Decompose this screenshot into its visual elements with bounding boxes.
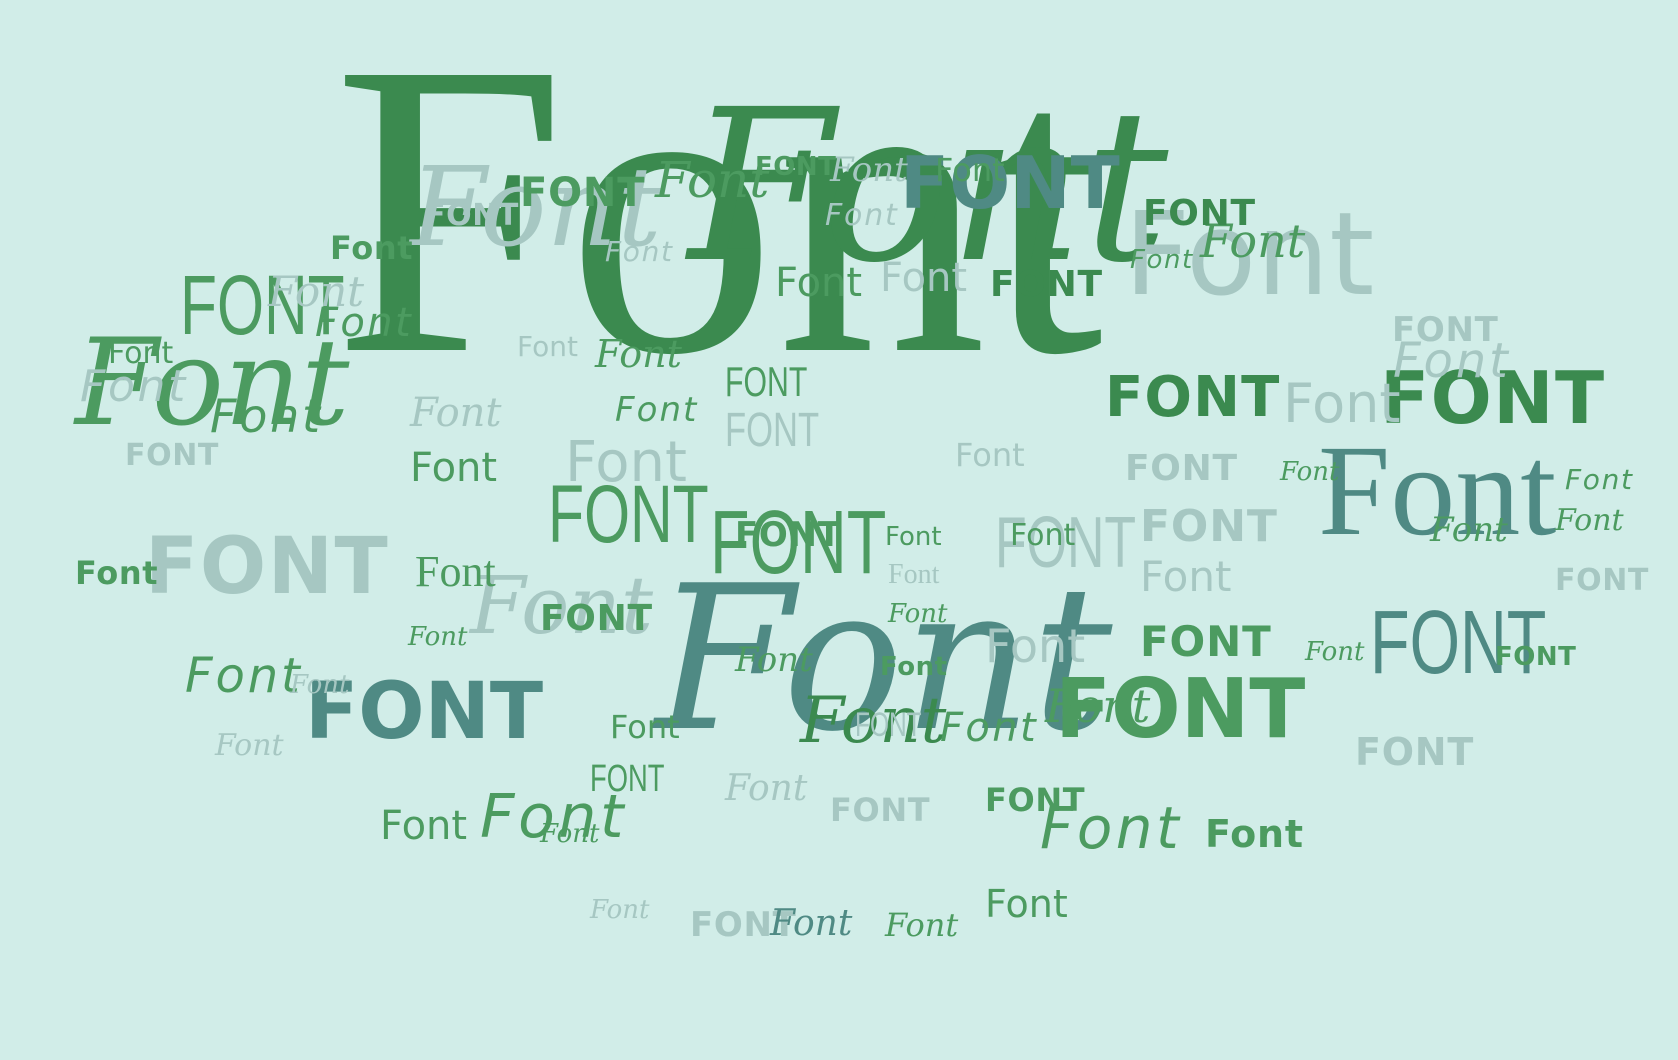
cloud-word: FONT xyxy=(425,198,519,233)
cloud-word: Font xyxy=(985,619,1086,674)
cloud-word: FONT xyxy=(1140,500,1278,552)
cloud-word: Font xyxy=(210,389,323,444)
cloud-word: Font xyxy=(830,149,908,190)
cloud-word: FONT xyxy=(590,757,665,800)
cloud-word: Font xyxy=(1555,503,1624,538)
cloud-word: Font xyxy=(880,652,948,683)
cloud-word: Font xyxy=(1205,811,1304,856)
cloud-word: Font xyxy=(517,329,578,363)
cloud-word: FONT xyxy=(830,791,931,830)
cloud-word: Font xyxy=(615,389,699,430)
cloud-word: Font xyxy=(75,314,350,453)
cloud-word: Font xyxy=(885,906,959,945)
cloud-word: Font xyxy=(185,647,303,704)
cloud-word: Font xyxy=(885,522,942,553)
cloud-word: Font xyxy=(985,881,1068,926)
cloud-word: FONT xyxy=(855,705,922,744)
cloud-word: Font xyxy=(315,300,414,346)
cloud-word: Font xyxy=(540,819,600,850)
cloud-word: Font xyxy=(410,390,502,436)
cloud-word: Font xyxy=(215,728,284,763)
cloud-word: Font xyxy=(80,360,188,412)
cloud-word: FONT xyxy=(540,598,653,640)
cloud-word: Font xyxy=(408,622,468,653)
cloud-word: Font xyxy=(333,0,1104,441)
cloud-word: Font xyxy=(605,234,674,268)
cloud-word: FONT xyxy=(735,514,842,555)
cloud-word: Font xyxy=(1124,188,1375,322)
cloud-word: FONT xyxy=(180,257,345,352)
cloud-word: Font xyxy=(1200,214,1306,269)
cloud-word: FONT xyxy=(1125,448,1238,490)
cloud-word: Font xyxy=(1393,332,1511,389)
cloud-word: Font xyxy=(1305,637,1365,668)
cloud-word: Font xyxy=(880,255,968,301)
cloud-word: Font xyxy=(1045,679,1151,734)
cloud-word: FONT xyxy=(1370,593,1547,693)
cloud-word: Font xyxy=(888,599,948,630)
cloud-word: Font xyxy=(800,683,947,758)
cloud-word: Font xyxy=(940,705,1039,751)
cloud-word: Font xyxy=(1040,793,1183,862)
cloud-word: FONT xyxy=(125,438,219,473)
cloud-word: FONT xyxy=(1495,642,1577,673)
cloud-word: FONT xyxy=(1055,662,1306,758)
cloud-word: Font xyxy=(410,445,498,491)
cloud-word: Font xyxy=(595,331,682,376)
cloud-word: FONT xyxy=(725,403,820,457)
cloud-word: FONT xyxy=(1355,729,1475,774)
cloud-word: Font xyxy=(955,436,1025,475)
cloud-word: Font xyxy=(565,430,687,496)
cloud-word: FONT xyxy=(305,666,544,757)
cloud-word: FONT xyxy=(1392,309,1499,350)
cloud-word: Font xyxy=(415,546,496,596)
cloud-word: FONT xyxy=(990,264,1103,306)
cloud-word: Font xyxy=(688,64,1169,309)
cloud-word: Font xyxy=(1130,245,1194,276)
cloud-word: Font xyxy=(590,895,650,926)
cloud-word: Font xyxy=(735,639,813,680)
cloud-word: FONT xyxy=(1380,356,1606,441)
cloud-word: Font xyxy=(380,803,468,849)
cloud-word: Font xyxy=(480,782,628,852)
cloud-word: FONT xyxy=(520,170,646,216)
cloud-word: FONT xyxy=(1555,563,1649,598)
cloud-word: FONT xyxy=(145,521,390,612)
cloud-word: Font xyxy=(610,708,680,747)
cloud-word: FONT xyxy=(1105,365,1281,431)
cloud-word: Font xyxy=(470,559,653,652)
cloud-word: FONT xyxy=(985,781,1086,820)
cloud-word: Font xyxy=(1318,419,1557,563)
cloud-word: FONT xyxy=(690,904,797,945)
cloud-word: Font xyxy=(725,768,808,810)
cloud-word: Font xyxy=(1430,509,1508,550)
cloud-word: Font xyxy=(775,260,863,306)
cloud-word: Font xyxy=(410,143,662,271)
cloud-word: Font xyxy=(1140,552,1232,602)
cloud-word: FONT xyxy=(710,493,887,593)
cloud-word: Font xyxy=(888,558,940,590)
cloud-word: FONT xyxy=(725,358,808,406)
cloud-word: Font xyxy=(1010,518,1076,553)
cloud-word: Font xyxy=(1283,371,1401,435)
cloud-word: FONT xyxy=(900,141,1120,226)
cloud-word: Font xyxy=(290,670,350,701)
cloud-word: FONT xyxy=(995,503,1137,584)
cloud-word: Font xyxy=(655,543,1113,776)
cloud-word: FONT xyxy=(548,469,709,561)
cloud-word: Font xyxy=(268,267,365,317)
cloud-word: Font xyxy=(108,336,174,371)
cloud-word: Font xyxy=(935,151,1005,190)
cloud-word: FONT xyxy=(1140,617,1272,667)
cloud-word: Font xyxy=(825,198,899,233)
cloud-word: Font xyxy=(1565,462,1634,496)
cloud-word: Font xyxy=(330,229,414,268)
cloud-word: Font xyxy=(75,554,159,593)
cloud-word: FONT xyxy=(755,152,837,183)
cloud-word: Font xyxy=(770,903,853,945)
cloud-word: Font xyxy=(655,151,770,209)
cloud-word: Font xyxy=(1280,457,1340,488)
cloud-word: FONT xyxy=(1143,193,1256,235)
